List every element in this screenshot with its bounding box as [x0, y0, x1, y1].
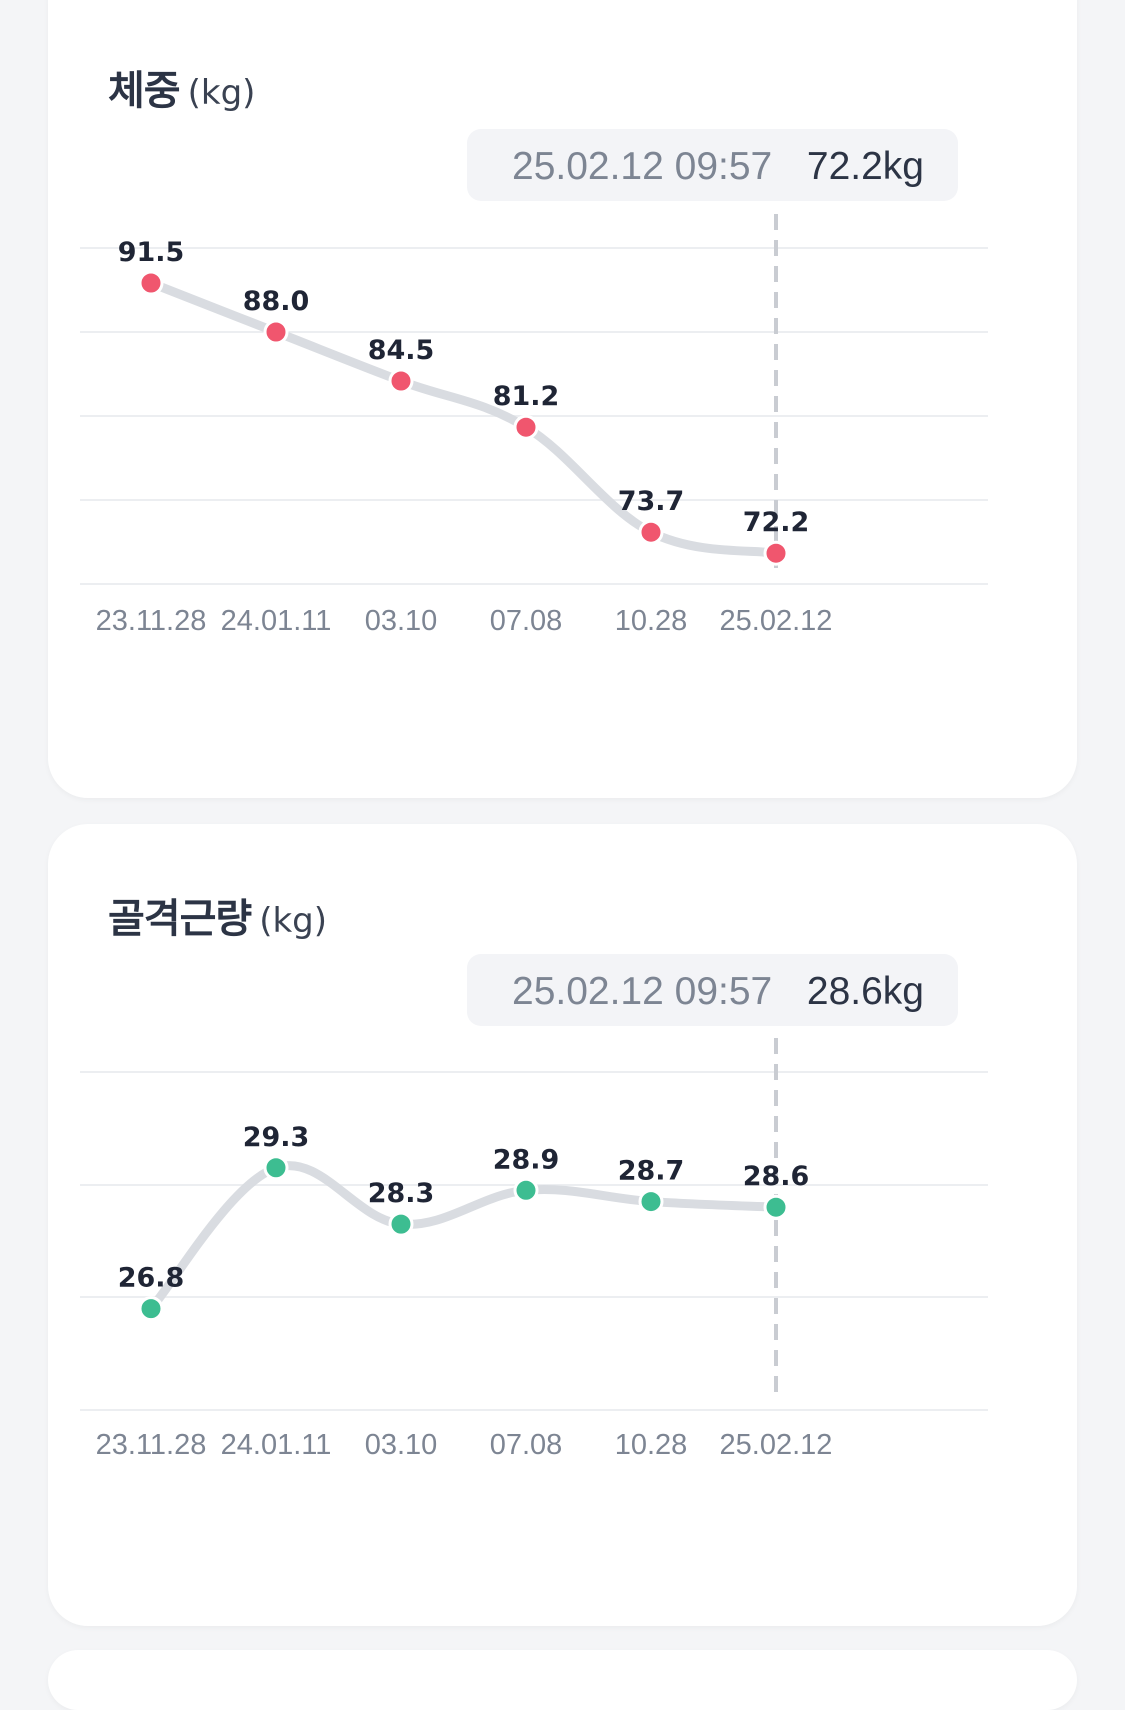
- muscle-data-point: [638, 1189, 664, 1215]
- muscle-data-label: 29.3: [243, 1122, 310, 1153]
- muscle-tooltip-box: [467, 954, 958, 1026]
- muscle-tooltip-date: 25.02.12 09:57: [512, 970, 772, 1013]
- weight-data-point: [763, 540, 789, 566]
- weight-series-line: [146, 278, 781, 558]
- weight-x-tick-label: 07.08: [490, 605, 563, 637]
- weight-data-label: 84.5: [368, 335, 435, 366]
- muscle-x-tick-label: 07.08: [490, 1429, 563, 1461]
- muscle-data-label: 26.8: [118, 1263, 185, 1294]
- muscle-tooltip: 25.02.12 09:57 28.6kg: [467, 954, 958, 1026]
- weight-data-label: 72.2: [743, 507, 810, 538]
- weight-card: 체중 (kg) 25.02.12 09:57 72.2kg 91.5 88.0 84.5 8…: [48, 0, 1077, 798]
- weight-data-label: 81.2: [493, 381, 560, 412]
- weight-data-point: [138, 270, 164, 296]
- weight-title-unit: (kg): [187, 73, 256, 113]
- muscle-title-unit: (kg): [259, 901, 328, 941]
- muscle-tooltip-value: 28.6kg: [807, 970, 924, 1013]
- weight-x-tick-label: 24.01.11: [221, 605, 332, 637]
- weight-x-tick-label: 25.02.12: [720, 605, 833, 637]
- muscle-data-label: 28.3: [368, 1178, 435, 1209]
- weight-data-label: 88.0: [243, 286, 310, 317]
- muscle-data-label: 28.7: [618, 1156, 685, 1187]
- weight-x-tick-label: 10.28: [615, 605, 688, 637]
- weight-chart[interactable]: 25.02.12 09:57 72.2kg 91.5 88.0 84.5 81.2 73.7…: [48, 0, 1077, 798]
- weight-data-point: [263, 319, 289, 345]
- weight-data-label: 73.7: [618, 486, 685, 517]
- muscle-title-text: 골격근량: [108, 896, 252, 942]
- next-card: [48, 1650, 1077, 1710]
- muscle-data-point: [763, 1194, 789, 1220]
- muscle-data-label: 28.9: [493, 1144, 560, 1175]
- muscle-x-tick-label: 10.28: [615, 1429, 688, 1461]
- muscle-data-point: [388, 1211, 414, 1237]
- muscle-data-point: [513, 1177, 539, 1203]
- muscle-x-tick-label: 24.01.11: [221, 1429, 332, 1461]
- muscle-x-tick-label: 25.02.12: [720, 1429, 833, 1461]
- muscle-chart[interactable]: 25.02.12 09:57 28.6kg 26.8 29.3 28.3 28.9 28.7…: [48, 824, 1077, 1626]
- weight-data-point: [513, 414, 539, 440]
- weight-tooltip: 25.02.12 09:57 72.2kg: [467, 129, 958, 201]
- muscle-card: 골격근량 (kg) 25.02.12 09:57 28.6kg 26.8 29.3 28.…: [48, 824, 1077, 1626]
- weight-card-title: 체중 (kg): [108, 58, 255, 116]
- muscle-card-title: 골격근량 (kg): [108, 886, 327, 944]
- muscle-x-tick-label: 23.11.28: [96, 1429, 207, 1461]
- weight-tooltip-value: 72.2kg: [807, 145, 924, 188]
- weight-data-point: [638, 519, 664, 545]
- muscle-x-tick-label: 03.10: [365, 1429, 438, 1461]
- muscle-data-point: [138, 1296, 164, 1322]
- weight-x-tick-label: 03.10: [365, 605, 438, 637]
- weight-data-label: 91.5: [118, 237, 185, 268]
- weight-tooltip-date: 25.02.12 09:57: [512, 145, 772, 188]
- muscle-data-label: 28.6: [743, 1161, 810, 1192]
- weight-x-tick-label: 23.11.28: [96, 605, 207, 637]
- weight-title-text: 체중: [108, 68, 181, 114]
- muscle-series-line: [146, 1161, 781, 1314]
- muscle-data-point: [263, 1155, 289, 1181]
- weight-tooltip-box: [467, 129, 958, 201]
- weight-data-point: [388, 368, 414, 394]
